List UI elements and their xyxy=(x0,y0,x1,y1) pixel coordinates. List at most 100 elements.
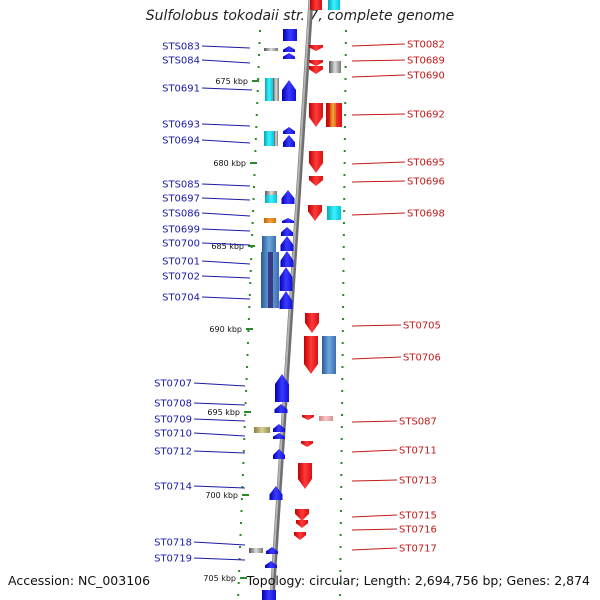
misc-feature xyxy=(327,206,341,220)
forward-gene xyxy=(273,433,285,439)
guide-dot xyxy=(246,354,249,356)
guide-dot xyxy=(243,426,246,428)
gene-label-sts085: STS085 xyxy=(162,180,200,191)
guide-dot xyxy=(243,438,246,440)
guide-dot xyxy=(341,342,344,344)
guide-dot xyxy=(252,198,255,200)
reverse-gene xyxy=(308,205,322,221)
misc-feature xyxy=(254,427,270,433)
misc-feature xyxy=(328,0,340,10)
gene-label-sts087: STS087 xyxy=(399,417,437,428)
guide-dot xyxy=(251,222,254,224)
misc-feature xyxy=(330,103,336,127)
gene-label-st0705: ST0705 xyxy=(403,321,441,332)
gene-label-st0711: ST0711 xyxy=(399,446,437,457)
guide-dot xyxy=(258,42,261,44)
guide-dot xyxy=(255,126,258,128)
label-leader xyxy=(351,74,406,78)
forward-gene xyxy=(280,251,294,267)
guide-dot xyxy=(341,354,344,356)
label-leader xyxy=(201,139,251,144)
guide-dot xyxy=(237,594,240,596)
reverse-gene xyxy=(309,66,323,74)
label-leader xyxy=(201,183,251,187)
reverse-gene xyxy=(309,45,323,51)
reverse-gene xyxy=(309,151,323,173)
guide-dot xyxy=(240,510,243,512)
gene-label-st0710: ST0710 xyxy=(154,429,192,440)
label-leader xyxy=(193,432,246,437)
guide-dot xyxy=(341,318,344,320)
reverse-gene xyxy=(301,441,313,447)
forward-gene xyxy=(266,547,278,554)
guide-dot xyxy=(239,546,242,548)
guide-dot xyxy=(344,66,347,68)
label-leader xyxy=(201,212,251,217)
label-leader xyxy=(201,45,251,49)
reverse-gene xyxy=(295,509,309,521)
gene-label-st0696: ST0696 xyxy=(407,177,445,188)
guide-dot xyxy=(343,126,346,128)
guide-dot xyxy=(245,390,248,392)
guide-dot xyxy=(345,30,347,32)
forward-gene xyxy=(279,267,293,291)
guide-dot xyxy=(343,174,346,176)
label-leader xyxy=(201,59,251,64)
guide-dot xyxy=(242,462,245,464)
forward-gene xyxy=(279,291,293,309)
gene-label-sts084: STS084 xyxy=(162,56,200,67)
guide-dot xyxy=(339,510,342,512)
guide-dot xyxy=(342,282,345,284)
guide-dot xyxy=(339,546,342,548)
guide-dot xyxy=(240,522,243,524)
misc-feature xyxy=(319,416,333,421)
guide-dot xyxy=(242,450,245,452)
label-leader xyxy=(193,402,246,406)
forward-gene xyxy=(273,449,285,459)
reverse-gene xyxy=(309,176,323,186)
misc-feature xyxy=(274,131,278,146)
guide-dot xyxy=(239,534,242,536)
guide-dot xyxy=(256,102,259,104)
gene-label-st0716: ST0716 xyxy=(399,525,437,536)
kbp-label: 690 kbp xyxy=(209,325,242,334)
guide-dot xyxy=(339,534,342,536)
kbp-label: 705 kbp xyxy=(203,574,236,583)
guide-dot xyxy=(248,306,251,308)
label-leader xyxy=(193,485,246,489)
guide-dot xyxy=(341,378,344,380)
guide-dot xyxy=(342,246,345,248)
label-leader xyxy=(201,242,251,246)
gene-label-st0692: ST0692 xyxy=(407,110,445,121)
guide-dot xyxy=(343,186,346,188)
reverse-gene xyxy=(296,520,308,528)
label-leader xyxy=(193,450,246,454)
gene-label-st0702: ST0702 xyxy=(162,272,200,283)
guide-dot xyxy=(252,210,255,212)
forward-gene xyxy=(262,590,276,600)
guide-dot xyxy=(339,522,342,524)
reverse-gene xyxy=(302,415,314,420)
reverse-gene xyxy=(304,336,318,374)
guide-dot xyxy=(238,558,241,560)
guide-dot xyxy=(241,474,244,476)
guide-dot xyxy=(254,138,257,140)
label-leader xyxy=(351,43,406,47)
guide-dot xyxy=(342,258,345,260)
guide-dot xyxy=(244,414,247,416)
gene-label-st0715: ST0715 xyxy=(399,511,437,522)
guide-dot xyxy=(340,414,343,416)
gene-label-st0082: ST0082 xyxy=(407,40,445,51)
gene-label-st0699: ST0699 xyxy=(162,225,200,236)
guide-dot xyxy=(343,162,346,164)
gene-label-st0691: ST0691 xyxy=(162,84,200,95)
gene-label-st0714: ST0714 xyxy=(154,482,192,493)
guide-dot xyxy=(246,342,249,344)
label-leader xyxy=(193,557,246,561)
misc-feature xyxy=(268,252,273,308)
gene-label-sts086: STS086 xyxy=(162,209,200,220)
guide-dot xyxy=(341,366,344,368)
guide-dot xyxy=(343,150,346,152)
guide-dot xyxy=(253,174,256,176)
topology-text: Topology: circular; Length: 2,694,756 bp… xyxy=(246,573,590,588)
